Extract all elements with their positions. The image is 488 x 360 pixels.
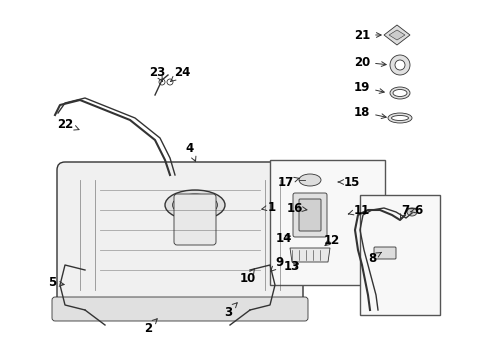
Ellipse shape: [387, 113, 411, 123]
Ellipse shape: [391, 116, 407, 121]
Text: 24: 24: [170, 66, 190, 81]
Text: 19: 19: [353, 81, 384, 94]
Text: 8: 8: [367, 252, 381, 265]
Text: 4: 4: [185, 141, 196, 161]
Text: 22: 22: [57, 117, 79, 131]
FancyBboxPatch shape: [373, 247, 395, 259]
Text: 5: 5: [48, 276, 64, 289]
Text: 17: 17: [277, 176, 299, 189]
Text: 14: 14: [275, 231, 292, 244]
FancyBboxPatch shape: [52, 297, 307, 321]
Ellipse shape: [389, 87, 409, 99]
Circle shape: [394, 60, 404, 70]
Text: 13: 13: [284, 261, 300, 274]
Text: 20: 20: [353, 55, 386, 68]
Text: 9: 9: [270, 256, 284, 271]
Circle shape: [159, 79, 164, 85]
Bar: [359, 195, 439, 315]
FancyBboxPatch shape: [292, 193, 326, 237]
Ellipse shape: [164, 190, 224, 220]
Text: 2: 2: [143, 319, 157, 334]
Bar: [269, 160, 384, 285]
Circle shape: [389, 55, 409, 75]
FancyBboxPatch shape: [174, 194, 216, 245]
Circle shape: [167, 79, 173, 85]
FancyBboxPatch shape: [57, 162, 303, 308]
Text: 3: 3: [224, 303, 237, 319]
Text: 10: 10: [240, 269, 256, 284]
Polygon shape: [388, 30, 404, 40]
Polygon shape: [383, 25, 409, 45]
Polygon shape: [289, 248, 329, 262]
Text: 11: 11: [347, 203, 369, 216]
Ellipse shape: [406, 208, 416, 216]
Text: 15: 15: [338, 176, 360, 189]
FancyBboxPatch shape: [298, 199, 320, 231]
Text: 21: 21: [353, 28, 380, 41]
Text: 23: 23: [148, 66, 165, 81]
Ellipse shape: [298, 174, 320, 186]
Text: 16: 16: [286, 202, 306, 215]
Text: 18: 18: [353, 105, 386, 118]
Text: 1: 1: [261, 201, 276, 213]
Text: 7: 7: [400, 203, 408, 219]
Text: 12: 12: [323, 234, 340, 247]
Ellipse shape: [392, 90, 406, 96]
Ellipse shape: [172, 194, 217, 216]
Text: 6: 6: [410, 203, 421, 216]
